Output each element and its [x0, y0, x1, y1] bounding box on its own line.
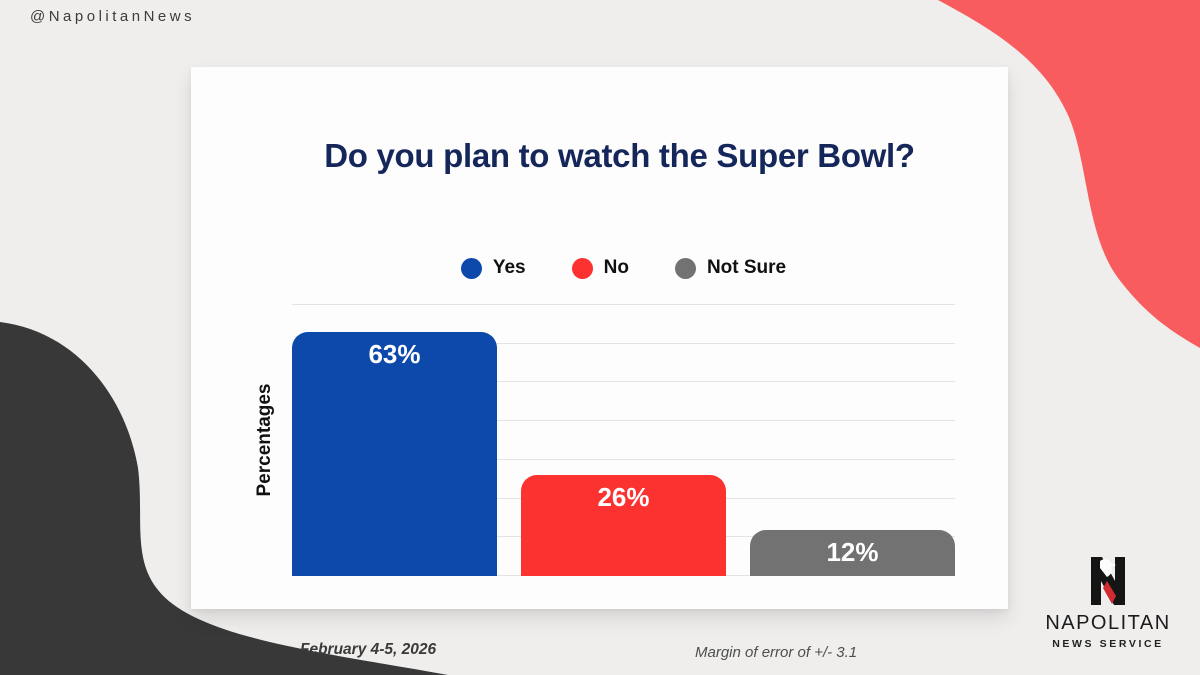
bar-chart-plot-area: 63% 26% 12%: [292, 304, 955, 576]
legend-dot-not-sure: [674, 257, 696, 279]
brand-name: NAPOLITAN: [1045, 612, 1171, 634]
napolitan-eagle-n-icon: [1091, 557, 1125, 605]
legend-item-yes: Yes: [460, 257, 526, 279]
bar-not-sure: 12%: [750, 529, 955, 576]
gridline-30: [292, 458, 955, 460]
y-axis-label: Percentages: [254, 383, 275, 497]
gridline-40: [292, 420, 955, 422]
legend-dot-yes: [460, 257, 482, 279]
legend-label-yes: Yes: [492, 257, 526, 278]
legend-label-not-sure: Not Sure: [706, 257, 787, 278]
bar-value-label-no: 26%: [597, 482, 650, 513]
chart-title: Do you plan to watch the Super Bowl?: [324, 137, 915, 174]
legend-label-no: No: [603, 257, 629, 278]
coral-corner-blob: [938, 0, 1200, 348]
bar-value-label-yes: 63%: [368, 339, 421, 370]
legend: Yes No Not Sure: [292, 257, 955, 279]
brand-tagline: NEWS SERVICE: [1052, 638, 1164, 650]
gridline-50: [292, 381, 955, 383]
charcoal-corner-blob: [0, 322, 448, 675]
bar-value-label-not-sure: 12%: [826, 536, 879, 567]
gridline-60: [292, 342, 955, 344]
bar-yes: 63%: [292, 332, 497, 576]
legend-item-no: No: [571, 257, 629, 279]
legend-dot-no: [571, 257, 593, 279]
bar-no: 26%: [521, 475, 726, 576]
poll-date: February 4-5, 2026: [300, 641, 437, 658]
brand-logo: NAPOLITAN NEWS SERVICE: [1032, 556, 1184, 650]
social-handle: @NapolitanNews: [30, 8, 196, 25]
chart-card: Do you plan to watch the Super Bowl? Yes…: [191, 67, 1008, 609]
margin-of-error: Margin of error of +/- 3.1: [695, 644, 858, 661]
gridline-70: [292, 304, 955, 305]
legend-item-not-sure: Not Sure: [674, 257, 787, 279]
